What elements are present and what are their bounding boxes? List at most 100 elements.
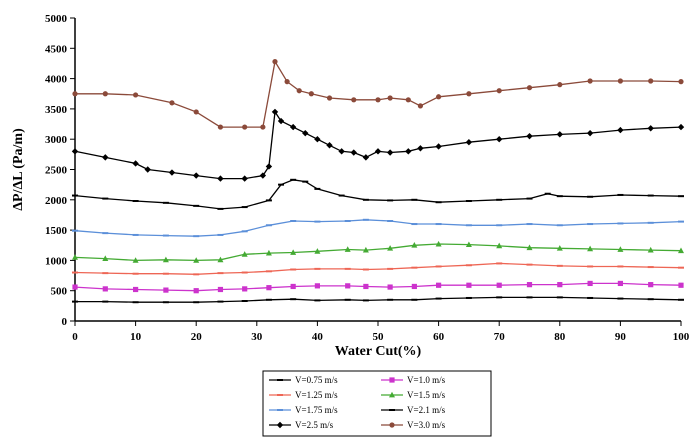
data-point: [193, 172, 200, 179]
data-point: [168, 169, 176, 176]
data-point: [362, 246, 369, 253]
data-point: [290, 283, 296, 290]
legend-swatch-marker: [389, 422, 395, 428]
legend-label: V=2.5 m/s: [295, 420, 334, 430]
data-point: [436, 282, 442, 288]
data-point: [417, 145, 424, 152]
data-point: [617, 280, 623, 287]
data-point: [617, 126, 624, 134]
data-point: [677, 123, 685, 131]
series-line: [74, 179, 682, 210]
data-point: [362, 154, 370, 161]
data-point: [587, 245, 594, 252]
data-point: [193, 288, 199, 294]
data-point: [193, 109, 199, 115]
data-point: [72, 254, 78, 260]
data-point: [496, 242, 503, 249]
data-point: [242, 124, 248, 130]
data-point: [163, 287, 169, 293]
series-7: [71, 108, 685, 182]
x-tick-label: 60: [433, 331, 445, 343]
y-tick-label: 0: [62, 316, 68, 328]
data-point: [557, 82, 563, 88]
x-tick-label: 50: [373, 331, 385, 343]
y-axis-title: ΔP/ΔL (Pa/m): [11, 128, 26, 211]
data-point: [350, 149, 357, 156]
data-point: [72, 284, 78, 290]
x-tick-label: 70: [494, 331, 506, 343]
y-tick-label: 1000: [45, 255, 68, 267]
legend-label: V=0.75 m/s: [295, 375, 338, 385]
data-point: [241, 175, 248, 182]
legend-box: [262, 370, 492, 437]
x-tick-label: 30: [251, 331, 263, 343]
data-point: [586, 129, 594, 137]
data-point: [272, 59, 278, 65]
data-point: [386, 149, 394, 156]
series-1: [72, 296, 684, 304]
data-point: [271, 108, 279, 116]
legend-item: V=3.0 m/s: [381, 420, 446, 430]
data-point: [169, 100, 175, 106]
data-point: [587, 280, 593, 287]
data-point: [345, 283, 351, 289]
series-6: [72, 178, 684, 210]
data-point: [265, 163, 273, 170]
series-3: [72, 262, 684, 276]
series-layer: [71, 59, 685, 304]
data-point: [296, 88, 302, 94]
x-tick-label: 20: [191, 331, 203, 343]
series-line: [74, 262, 682, 275]
data-point: [647, 246, 654, 253]
data-point: [132, 160, 139, 167]
data-point: [526, 244, 533, 251]
y-tick-label: 3500: [45, 104, 68, 116]
series-line: [74, 219, 682, 237]
y-tick-label: 3000: [45, 134, 68, 146]
series-line: [74, 110, 682, 180]
data-point: [290, 249, 297, 255]
data-point: [193, 257, 200, 263]
x-axis-title: Water Cut(%): [335, 344, 422, 359]
data-point: [436, 94, 442, 100]
data-point: [374, 148, 382, 155]
y-tick-label: 5000: [45, 13, 68, 25]
data-point: [266, 285, 272, 291]
legend-item: V=1.75 m/s: [269, 405, 338, 415]
x-tick-label: 90: [615, 331, 627, 343]
data-point: [102, 91, 108, 97]
data-point: [411, 242, 418, 248]
data-point: [411, 283, 417, 290]
data-point: [260, 124, 266, 130]
data-point: [284, 79, 290, 85]
data-point: [526, 85, 533, 91]
data-point: [647, 125, 654, 132]
data-point: [71, 148, 79, 155]
data-point: [302, 129, 309, 137]
data-point: [133, 92, 139, 98]
data-point: [526, 282, 533, 288]
data-point: [496, 136, 503, 143]
data-point: [344, 246, 351, 252]
data-point: [72, 91, 78, 97]
data-point: [556, 245, 563, 251]
series-8: [72, 59, 684, 130]
data-point: [387, 245, 394, 251]
data-point: [217, 124, 224, 130]
legend-label: V=2.1 m/s: [407, 405, 446, 415]
series-2: [72, 280, 684, 294]
series-4: [72, 240, 684, 263]
data-point: [314, 248, 321, 254]
legend-item: V=2.1 m/s: [381, 405, 446, 415]
data-point: [314, 283, 320, 289]
legend-label: V=1.5 m/s: [407, 390, 446, 400]
legend-label: V=1.75 m/s: [295, 405, 338, 415]
data-point: [326, 142, 333, 149]
data-point: [417, 103, 424, 109]
x-tick-label: 10: [130, 331, 142, 343]
data-point: [526, 132, 533, 140]
data-point: [556, 131, 563, 138]
data-point: [678, 79, 684, 85]
legend-item: V=2.5 m/s: [269, 420, 334, 430]
